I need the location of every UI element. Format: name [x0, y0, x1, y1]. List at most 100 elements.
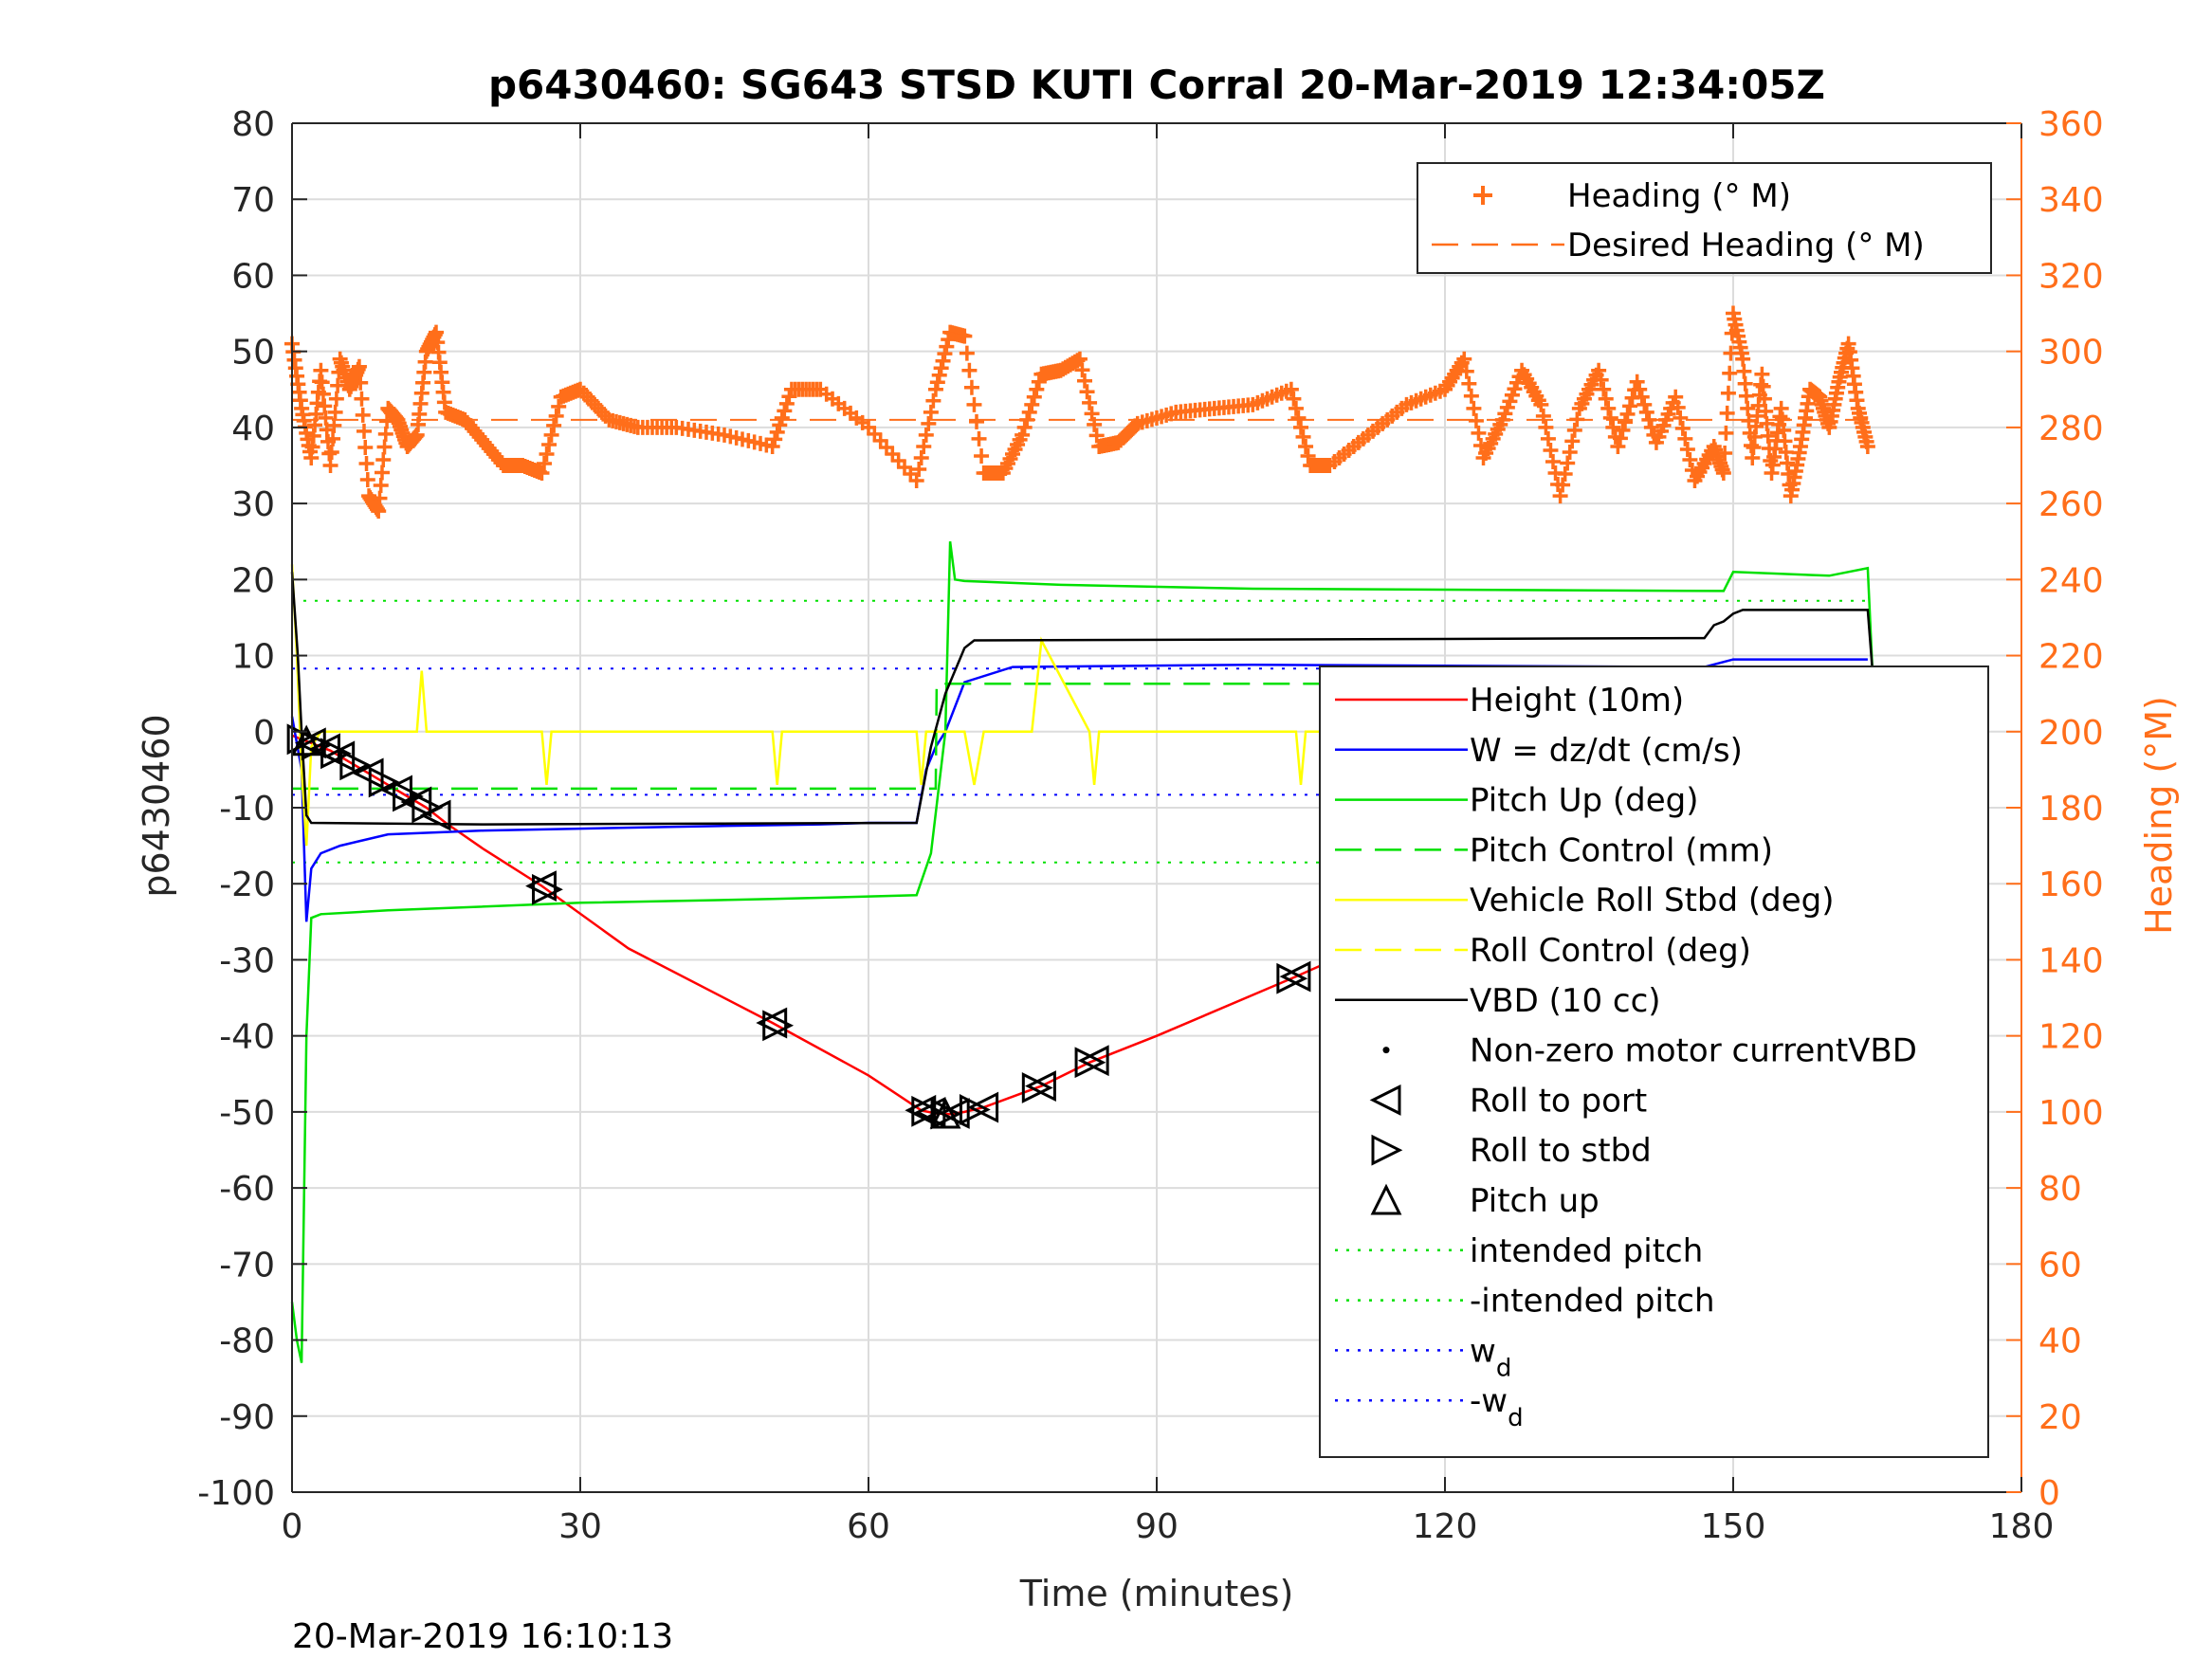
roll-to-stbd-marker: [1021, 1072, 1053, 1103]
heading-point: [1629, 374, 1645, 390]
heading-point: [1087, 416, 1103, 432]
heading-point: [534, 465, 550, 482]
x-tick-label: 90: [1135, 1507, 1179, 1546]
heading-point: [355, 407, 371, 423]
heading-point: [1300, 447, 1316, 464]
heading-point: [913, 449, 929, 465]
y-tick-label-left: 40: [231, 410, 275, 448]
y-tick-label-right: 20: [2038, 1398, 2082, 1437]
legend-heading: Heading (° M) Desired Heading (° M): [1417, 162, 1992, 274]
y-tick-label-left: -30: [219, 941, 275, 980]
heading-point: [778, 395, 795, 411]
y-tick-label-right: 360: [2038, 105, 2104, 144]
heading-point: [537, 455, 552, 471]
heading-point: [1016, 419, 1033, 435]
y-tick-label-left: 60: [231, 257, 275, 296]
heading-point: [1473, 437, 1489, 453]
heading-point: [929, 374, 945, 391]
heading-point: [358, 455, 375, 471]
y-tick-label-left: 80: [231, 105, 275, 144]
heading-point: [328, 391, 344, 407]
heading-point: [1077, 373, 1092, 389]
heading-point: [1622, 398, 1638, 414]
heading-point: [546, 417, 562, 433]
heading-point: [1643, 419, 1659, 435]
heading-point: [1598, 391, 1614, 407]
heading-point: [1569, 411, 1585, 428]
x-tick-label: 60: [847, 1507, 890, 1546]
y-axis-label-right: Heading (°M): [2138, 696, 2180, 935]
legend-top-label: Desired Heading (° M): [1567, 227, 1925, 264]
heading-point: [957, 328, 973, 344]
y-tick-label-right: 300: [2038, 334, 2104, 373]
roll-to-stbd-marker: [320, 738, 352, 770]
heading-point: [548, 408, 564, 424]
roll-to-stbd-marker: [1074, 1047, 1106, 1079]
heading-point: [1555, 477, 1571, 493]
heading-point: [777, 403, 793, 419]
y-tick-label-right: 140: [2038, 941, 2104, 980]
legend-symbol: [1371, 1134, 1403, 1166]
heading-point: [1859, 438, 1875, 454]
heading-point: [1293, 419, 1308, 435]
y-tick-label-left: -40: [219, 1018, 275, 1057]
heading-point: [375, 465, 390, 481]
heading-point: [1286, 391, 1302, 407]
heading-point: [1682, 451, 1698, 467]
heading-point: [1552, 488, 1568, 504]
heading-point: [1466, 400, 1482, 416]
x-tick-label: 30: [558, 1507, 602, 1546]
y-tick-label-left: -20: [219, 866, 275, 904]
heading-point: [1719, 405, 1735, 421]
heading-point: [1029, 381, 1045, 397]
pitch-up-marker: [929, 1097, 961, 1129]
heading-point: [969, 413, 984, 429]
heading-point: [1540, 430, 1556, 447]
y-tick-label-left: -70: [219, 1246, 275, 1285]
heading-point: [1677, 430, 1693, 447]
heading-point: [351, 358, 367, 374]
heading-point: [1673, 410, 1689, 426]
heading-point: [916, 438, 932, 454]
heading-point: [1031, 374, 1047, 390]
heading-point: [974, 447, 990, 464]
series-line: [290, 541, 1874, 1363]
legend-main-label: Non-zero motor currentVBD: [1470, 1032, 1917, 1070]
roll-to-stbd-marker: [339, 749, 372, 781]
heading-point: [1602, 410, 1618, 426]
heading-point: [322, 458, 338, 473]
heading-point: [1715, 465, 1731, 482]
heading-point: [1612, 430, 1628, 447]
roll-to-stbd-marker: [532, 873, 563, 905]
heading-point: [1670, 399, 1686, 415]
heading-point: [1591, 362, 1607, 378]
heading-point: [939, 338, 955, 355]
y-tick-label-right: 220: [2038, 638, 2104, 677]
y-tick-label-right: 180: [2038, 790, 2104, 829]
roll-to-stbd-marker: [930, 1098, 962, 1130]
heading-point: [1566, 422, 1582, 438]
heading-point: [764, 438, 780, 454]
series-line: [290, 572, 1874, 826]
heading-point: [1562, 444, 1578, 460]
heading-point: [539, 446, 555, 462]
y-tick-label-right: 280: [2038, 410, 2104, 448]
y-tick-label-right: 200: [2038, 714, 2104, 753]
heading-point: [971, 430, 987, 447]
y-tick-label-right: 320: [2038, 257, 2104, 296]
heading-point: [1674, 420, 1691, 436]
series-group: [284, 305, 1875, 1363]
heading-point: [357, 439, 374, 455]
heading-point: [1471, 425, 1487, 441]
heading-point: [541, 436, 558, 452]
heading-point: [767, 431, 783, 447]
legend-main-label: Height (10m): [1470, 682, 1684, 720]
legend-main-label: Pitch Control (mm): [1470, 831, 1773, 869]
legend-symbol: [1473, 186, 1492, 205]
heading-point: [1074, 362, 1090, 378]
roll-to-port-marker: [967, 1091, 999, 1123]
heading-point: [925, 392, 941, 409]
y-tick-label-left: -50: [219, 1094, 275, 1133]
roll-to-stbd-marker: [762, 1010, 795, 1042]
